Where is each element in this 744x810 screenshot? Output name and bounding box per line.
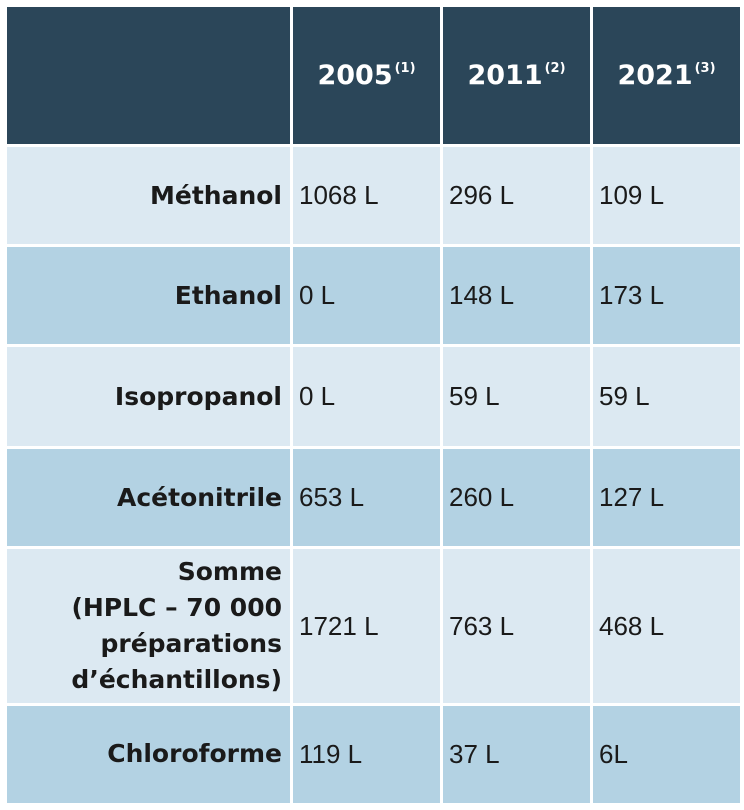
row-label-line: Somme — [177, 557, 282, 587]
value-cell-2021: 59 L — [593, 347, 740, 447]
header-year-2011: 2011 (2) — [443, 7, 590, 144]
value-cell-2021: 127 L — [593, 449, 740, 547]
table-row-somme: Somme (HPLC – 70 000 préparations d’écha… — [7, 549, 740, 703]
footnote-marker: (1) — [394, 61, 416, 76]
header-corner-cell — [7, 7, 290, 144]
table-body: Méthanol 1068 L 296 L 109 L Ethanol 0 L … — [7, 147, 740, 803]
value-cell-2005: 0 L — [293, 347, 440, 447]
header-row: 2005 (1) 2011 (2) 2021 (3) — [7, 7, 740, 144]
table-row-ethanol: Ethanol 0 L 148 L 173 L — [7, 247, 740, 345]
table-header: 2005 (1) 2011 (2) 2021 (3) — [7, 7, 740, 144]
value-cell-2011: 763 L — [443, 549, 590, 703]
value-cell-2011: 59 L — [443, 347, 590, 447]
header-year-2005: 2005 (1) — [293, 7, 440, 144]
row-label-multiline: Somme (HPLC – 70 000 préparations d’écha… — [7, 549, 290, 703]
row-label: Chloroforme — [7, 705, 290, 803]
value-cell-2011: 296 L — [443, 147, 590, 245]
year-label: 2021 — [617, 60, 693, 91]
value-cell-2011: 37 L — [443, 705, 590, 803]
row-label-line: d’échantillons) — [71, 665, 282, 695]
value-cell-2011: 148 L — [443, 247, 590, 345]
value-cell-2011: 260 L — [443, 449, 590, 547]
row-label-line: (HPLC – 70 000 — [71, 593, 282, 623]
value-cell-2005: 0 L — [293, 247, 440, 345]
value-cell-2021: 173 L — [593, 247, 740, 345]
table-row-isopropanol: Isopropanol 0 L 59 L 59 L — [7, 347, 740, 447]
row-label-line: préparations — [100, 629, 282, 659]
value-cell-2021: 468 L — [593, 549, 740, 703]
value-cell-2021: 6L — [593, 705, 740, 803]
year-label: 2011 — [467, 60, 543, 91]
footnote-marker: (3) — [694, 61, 716, 76]
table-row-methanol: Méthanol 1068 L 296 L 109 L — [7, 147, 740, 245]
value-cell-2021: 109 L — [593, 147, 740, 245]
row-label: Méthanol — [7, 147, 290, 245]
value-cell-2005: 119 L — [293, 705, 440, 803]
row-label: Isopropanol — [7, 347, 290, 447]
value-cell-2005: 653 L — [293, 449, 440, 547]
row-label: Ethanol — [7, 247, 290, 345]
year-label: 2005 — [317, 60, 393, 91]
solvent-consumption-table: 2005 (1) 2011 (2) 2021 (3) Méthanol 1068 L … — [4, 4, 743, 806]
value-cell-2005: 1721 L — [293, 549, 440, 703]
footnote-marker: (2) — [544, 61, 566, 76]
header-year-2021: 2021 (3) — [593, 7, 740, 144]
table-row-chloroforme: Chloroforme 119 L 37 L 6L — [7, 705, 740, 803]
row-label: Acétonitrile — [7, 449, 290, 547]
value-cell-2005: 1068 L — [293, 147, 440, 245]
table-row-acetonitrile: Acétonitrile 653 L 260 L 127 L — [7, 449, 740, 547]
